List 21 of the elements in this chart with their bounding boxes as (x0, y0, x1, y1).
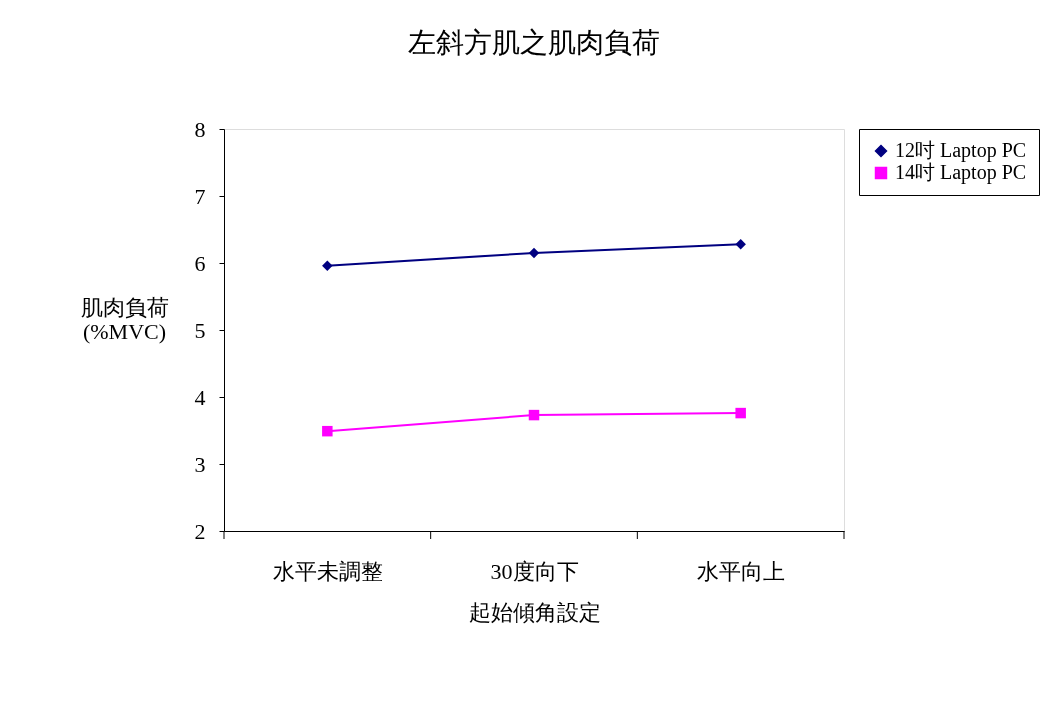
y-tick-label: 6 (194, 250, 206, 276)
y-tick-label: 7 (194, 183, 206, 209)
x-axis-title: 起始傾角設定 (468, 599, 601, 625)
y-tick-label: 8 (194, 116, 206, 142)
point (735, 407, 746, 419)
point (735, 239, 746, 250)
legend-label: 12吋 Laptop PC (895, 139, 1027, 162)
y-tick-label: 3 (194, 451, 206, 477)
y-axis-title: 肌肉負荷 (%MVC) (80, 294, 169, 344)
x-tick-label: 水平向上 (697, 558, 786, 584)
x-tick-label: 水平未調整 (272, 558, 383, 584)
y-tick-label: 5 (194, 317, 206, 343)
chart-title: 左斜方肌之肌肉負荷 (408, 27, 660, 58)
y-tick-label: 2 (194, 518, 206, 544)
point (528, 409, 540, 421)
x-tick-label: 30度向下 (490, 558, 579, 584)
legend-label: 14吋 Laptop PC (895, 161, 1027, 184)
point (322, 425, 333, 437)
point (528, 247, 540, 259)
point (322, 260, 333, 271)
y-tick-label: 4 (194, 384, 206, 410)
